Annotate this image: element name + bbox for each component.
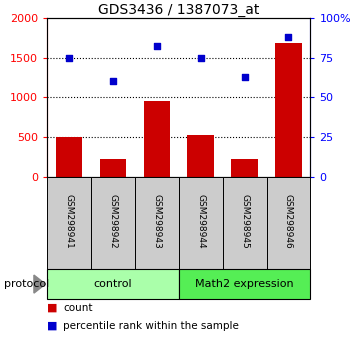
- Text: ■: ■: [47, 303, 57, 313]
- Bar: [47, 269, 179, 299]
- Text: percentile rank within the sample: percentile rank within the sample: [63, 321, 239, 331]
- Bar: [179, 177, 223, 269]
- Title: GDS3436 / 1387073_at: GDS3436 / 1387073_at: [98, 3, 260, 17]
- Bar: [135, 177, 179, 269]
- Bar: [231, 159, 258, 177]
- Point: [110, 79, 116, 84]
- Point: [198, 55, 204, 60]
- Text: control: control: [93, 279, 132, 289]
- Text: GSM298946: GSM298946: [284, 194, 293, 249]
- Bar: [187, 135, 214, 177]
- Text: Math2 expression: Math2 expression: [195, 279, 294, 289]
- Bar: [179, 269, 310, 299]
- Point: [154, 44, 160, 49]
- Point: [66, 55, 72, 60]
- Polygon shape: [34, 275, 45, 293]
- Bar: [47, 177, 91, 269]
- Bar: [100, 159, 126, 177]
- Bar: [144, 101, 170, 177]
- Bar: [275, 43, 302, 177]
- Text: GSM298943: GSM298943: [152, 194, 161, 249]
- Text: count: count: [63, 303, 93, 313]
- Text: GSM298944: GSM298944: [196, 194, 205, 249]
- Text: GSM298942: GSM298942: [108, 194, 117, 249]
- Bar: [223, 177, 266, 269]
- Text: GSM298941: GSM298941: [64, 194, 73, 249]
- Bar: [56, 137, 82, 177]
- Text: protocol: protocol: [4, 279, 49, 289]
- Point: [286, 34, 291, 40]
- Text: GSM298945: GSM298945: [240, 194, 249, 249]
- Point: [242, 74, 248, 79]
- Text: ■: ■: [47, 321, 57, 331]
- Bar: [266, 177, 310, 269]
- Bar: [91, 177, 135, 269]
